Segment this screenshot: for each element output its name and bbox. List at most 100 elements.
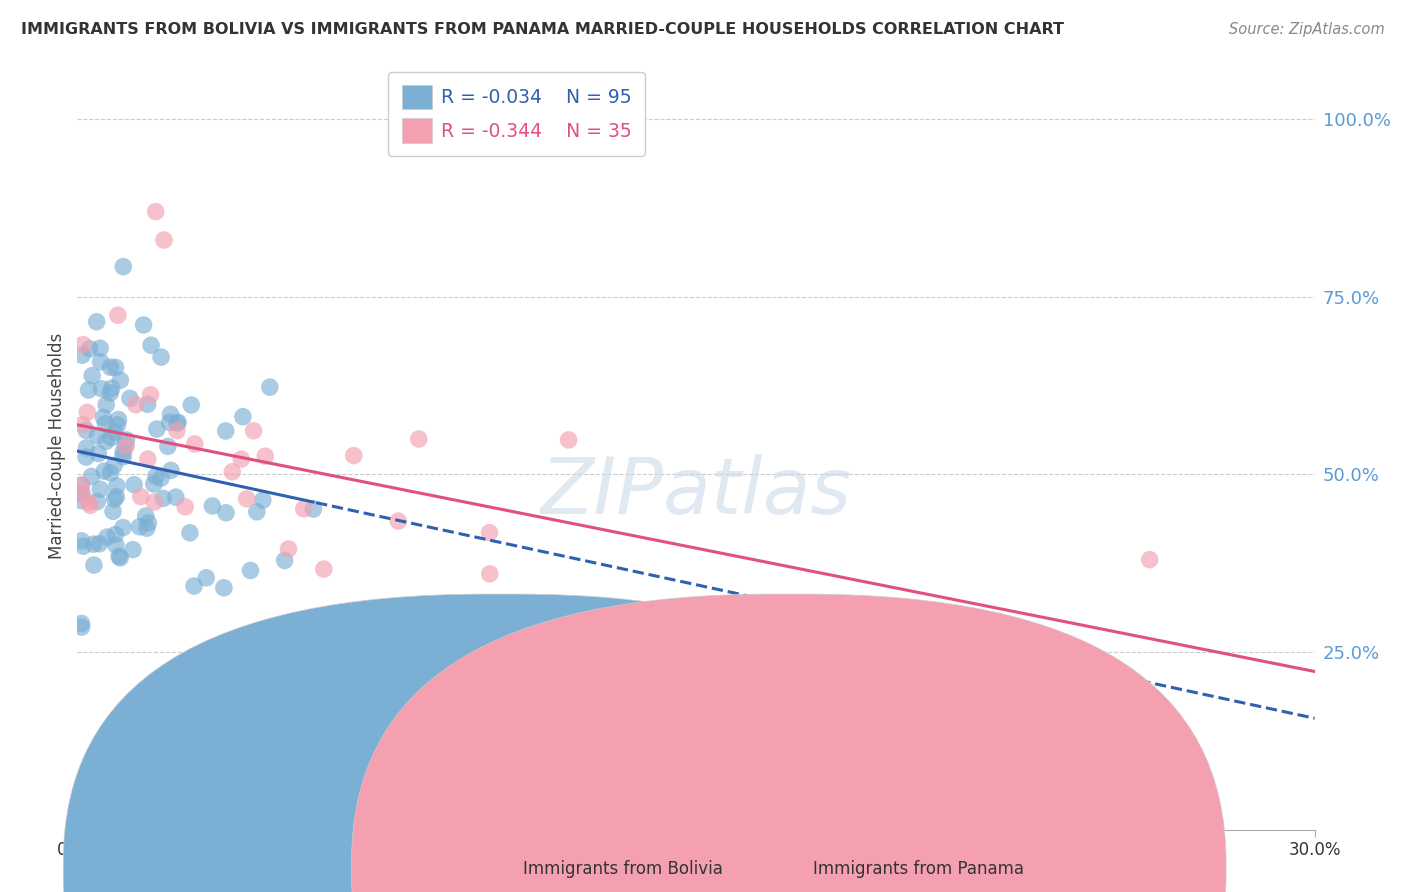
Point <box>557 433 579 447</box>
Point <box>70 620 93 634</box>
Point <box>72 417 94 432</box>
Point <box>105 490 128 504</box>
Point <box>93 464 115 478</box>
Point <box>478 525 501 540</box>
Point <box>212 581 235 595</box>
Point <box>242 424 264 438</box>
Point <box>1139 552 1161 566</box>
Point <box>94 398 117 412</box>
Point <box>83 537 105 551</box>
Point <box>139 338 162 352</box>
Point <box>107 308 129 322</box>
Point <box>89 341 111 355</box>
Point <box>277 541 299 556</box>
Point <box>302 502 325 516</box>
Point <box>166 416 188 430</box>
Point <box>706 666 728 681</box>
Point <box>115 433 138 447</box>
Point <box>103 425 125 439</box>
Point <box>159 416 181 430</box>
Point <box>70 486 93 500</box>
Point <box>343 449 366 463</box>
Text: IMMIGRANTS FROM BOLIVIA VS IMMIGRANTS FROM PANAMA MARRIED-COUPLE HOUSEHOLDS CORR: IMMIGRANTS FROM BOLIVIA VS IMMIGRANTS FR… <box>21 22 1064 37</box>
Point <box>122 477 145 491</box>
Point <box>139 388 162 402</box>
Point <box>159 407 181 421</box>
Point <box>104 360 127 375</box>
Point <box>179 525 201 540</box>
Point <box>143 495 166 509</box>
Point <box>146 422 169 436</box>
Point <box>101 504 124 518</box>
Point <box>107 417 129 432</box>
Text: ZIPatlas: ZIPatlas <box>540 454 852 530</box>
Point <box>75 441 97 455</box>
Point <box>201 499 224 513</box>
Point <box>156 439 179 453</box>
Point <box>70 493 93 508</box>
Point <box>232 409 254 424</box>
Point <box>94 417 117 431</box>
Text: Immigrants from Panama: Immigrants from Panama <box>813 860 1024 878</box>
Point <box>122 542 145 557</box>
Point <box>167 415 190 429</box>
Point <box>100 431 122 445</box>
Point <box>246 505 269 519</box>
Point <box>86 315 108 329</box>
Point <box>142 477 165 491</box>
Point <box>90 355 112 369</box>
Point <box>77 495 100 509</box>
Point <box>184 437 207 451</box>
Point <box>112 445 135 459</box>
Point <box>110 373 132 387</box>
Text: Immigrants from Bolivia: Immigrants from Bolivia <box>523 860 723 878</box>
Point <box>112 450 135 464</box>
Point <box>160 463 183 477</box>
Point <box>112 260 135 274</box>
Point <box>76 405 98 419</box>
Point <box>152 491 174 506</box>
Point <box>104 538 127 552</box>
Point <box>100 360 122 375</box>
Point <box>273 553 295 567</box>
Point <box>239 564 262 578</box>
Point <box>86 494 108 508</box>
Point <box>174 500 197 514</box>
Point <box>79 342 101 356</box>
Point <box>129 490 152 504</box>
Point <box>132 318 155 332</box>
Point <box>135 508 157 523</box>
Point <box>231 452 253 467</box>
Point <box>145 469 167 483</box>
Point <box>107 412 129 426</box>
Point <box>87 446 110 460</box>
Point <box>215 506 238 520</box>
Point <box>145 204 167 219</box>
Point <box>100 381 122 395</box>
Point <box>235 491 257 506</box>
Point <box>75 450 97 464</box>
Point <box>77 383 100 397</box>
Point <box>90 382 112 396</box>
Point <box>72 337 94 351</box>
Point <box>166 424 188 438</box>
Point <box>104 492 127 507</box>
Point <box>70 478 93 492</box>
Point <box>312 562 335 576</box>
Point <box>478 566 501 581</box>
Point <box>183 579 205 593</box>
Point <box>80 469 103 483</box>
Point <box>103 458 125 473</box>
Point <box>70 533 93 548</box>
Point <box>149 471 172 485</box>
Point <box>215 424 238 438</box>
Point <box>112 520 135 534</box>
Y-axis label: Married-couple Households: Married-couple Households <box>48 333 66 559</box>
Point <box>98 386 121 401</box>
Point <box>408 432 430 446</box>
Point <box>100 466 122 480</box>
Point <box>72 539 94 553</box>
Point <box>259 380 281 394</box>
Point <box>86 429 108 443</box>
Point <box>128 520 150 534</box>
